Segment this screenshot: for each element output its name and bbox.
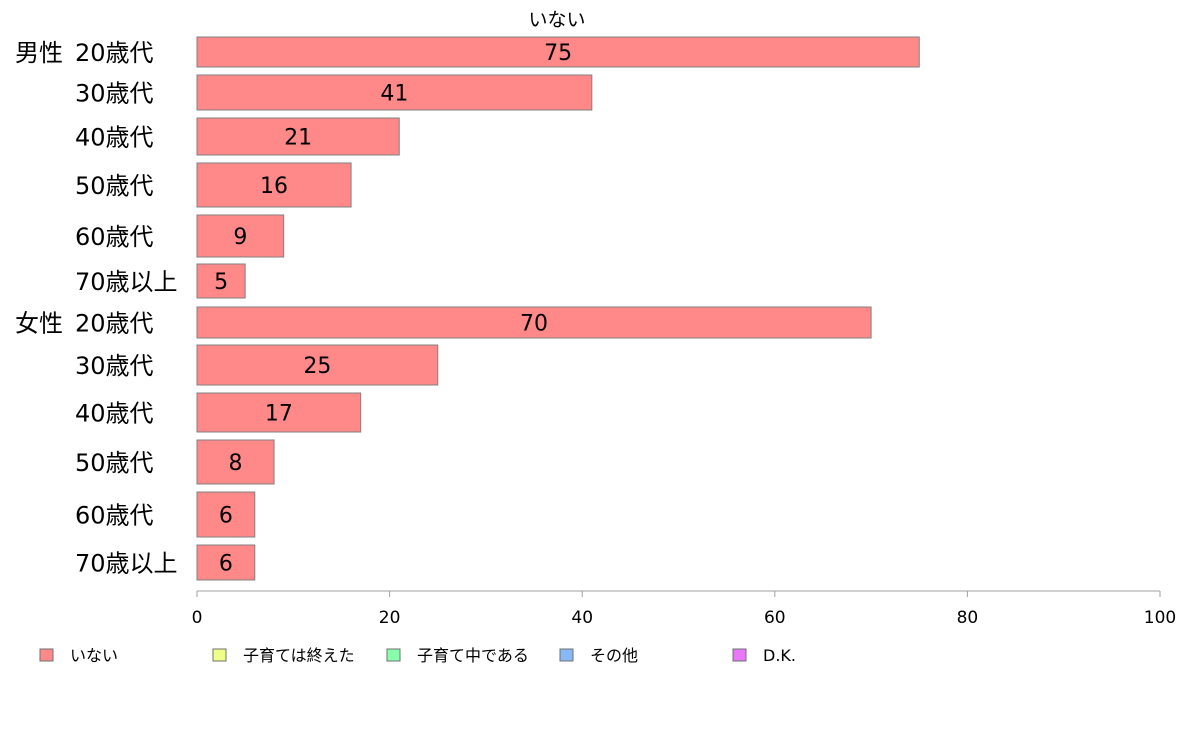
- bar-value-label: 5: [214, 270, 228, 295]
- chart-title: いない: [528, 9, 585, 31]
- bar: [196, 117, 400, 156]
- group-label: 女性: [15, 310, 63, 338]
- category-label: 50歳代: [75, 449, 154, 477]
- legend-label: 子育て中である: [417, 646, 529, 665]
- legend-label: その他: [590, 646, 638, 665]
- x-tick-label: 0: [192, 608, 203, 628]
- legend-swatch: [732, 648, 747, 662]
- category-label: 70歳以上: [75, 550, 178, 578]
- category-label: 60歳代: [75, 502, 154, 530]
- category-label: 30歳代: [75, 80, 154, 108]
- bar: [196, 36, 920, 68]
- bar: [196, 491, 256, 538]
- legend: いない 子育ては終えた 子育て中である その他 D.K.: [39, 646, 796, 665]
- bar: [196, 306, 872, 339]
- x-tick-label: 100: [1144, 608, 1176, 628]
- category-label: 60歳代: [75, 223, 154, 251]
- bar-value-label: 17: [265, 402, 293, 427]
- bar-value-label: 6: [219, 552, 233, 577]
- x-tick-label: 60: [764, 608, 786, 628]
- category-label: 20歳代: [75, 39, 154, 67]
- bar-value-label: 9: [233, 225, 247, 250]
- bar: [196, 439, 275, 485]
- bar: [196, 544, 256, 581]
- category-label: 20歳代: [75, 310, 154, 338]
- bar: [196, 74, 593, 111]
- category-label: 50歳代: [75, 172, 154, 200]
- bar-value-label: 25: [303, 354, 331, 379]
- bar-value-label: 70: [520, 312, 548, 337]
- category-label: 40歳代: [75, 124, 154, 152]
- legend-swatch: [39, 648, 54, 662]
- x-tick-label: 80: [957, 608, 979, 628]
- bar-value-label: 6: [219, 504, 233, 529]
- bar: [196, 344, 439, 386]
- bar-value-label: 8: [229, 451, 243, 476]
- legend-swatch: [212, 648, 227, 662]
- x-tick-label: 40: [571, 608, 593, 628]
- bar-value-label: 41: [380, 82, 408, 107]
- bar: [196, 214, 285, 258]
- bar-value-label: 75: [544, 41, 572, 66]
- x-tick-label: 20: [379, 608, 401, 628]
- bars-group: 75 41 21 16 95 70 25 17 8 6 6: [196, 36, 920, 581]
- x-axis: 0 20 40 60 80 100: [192, 590, 1176, 628]
- legend-label: 子育ては終えた: [243, 646, 355, 665]
- bar: [196, 263, 246, 299]
- legend-swatch: [386, 648, 401, 662]
- bar: [196, 162, 352, 208]
- legend-label: いない: [70, 646, 118, 665]
- bar-value-label: 21: [284, 126, 312, 151]
- bar-value-label: 16: [260, 174, 288, 199]
- group-label: 男性: [15, 39, 63, 67]
- legend-label: D.K.: [763, 646, 796, 665]
- category-label: 70歳以上: [75, 268, 178, 296]
- category-label: 40歳代: [75, 400, 154, 428]
- legend-swatch: [559, 648, 574, 662]
- category-label: 30歳代: [75, 352, 154, 380]
- bar: [196, 392, 362, 433]
